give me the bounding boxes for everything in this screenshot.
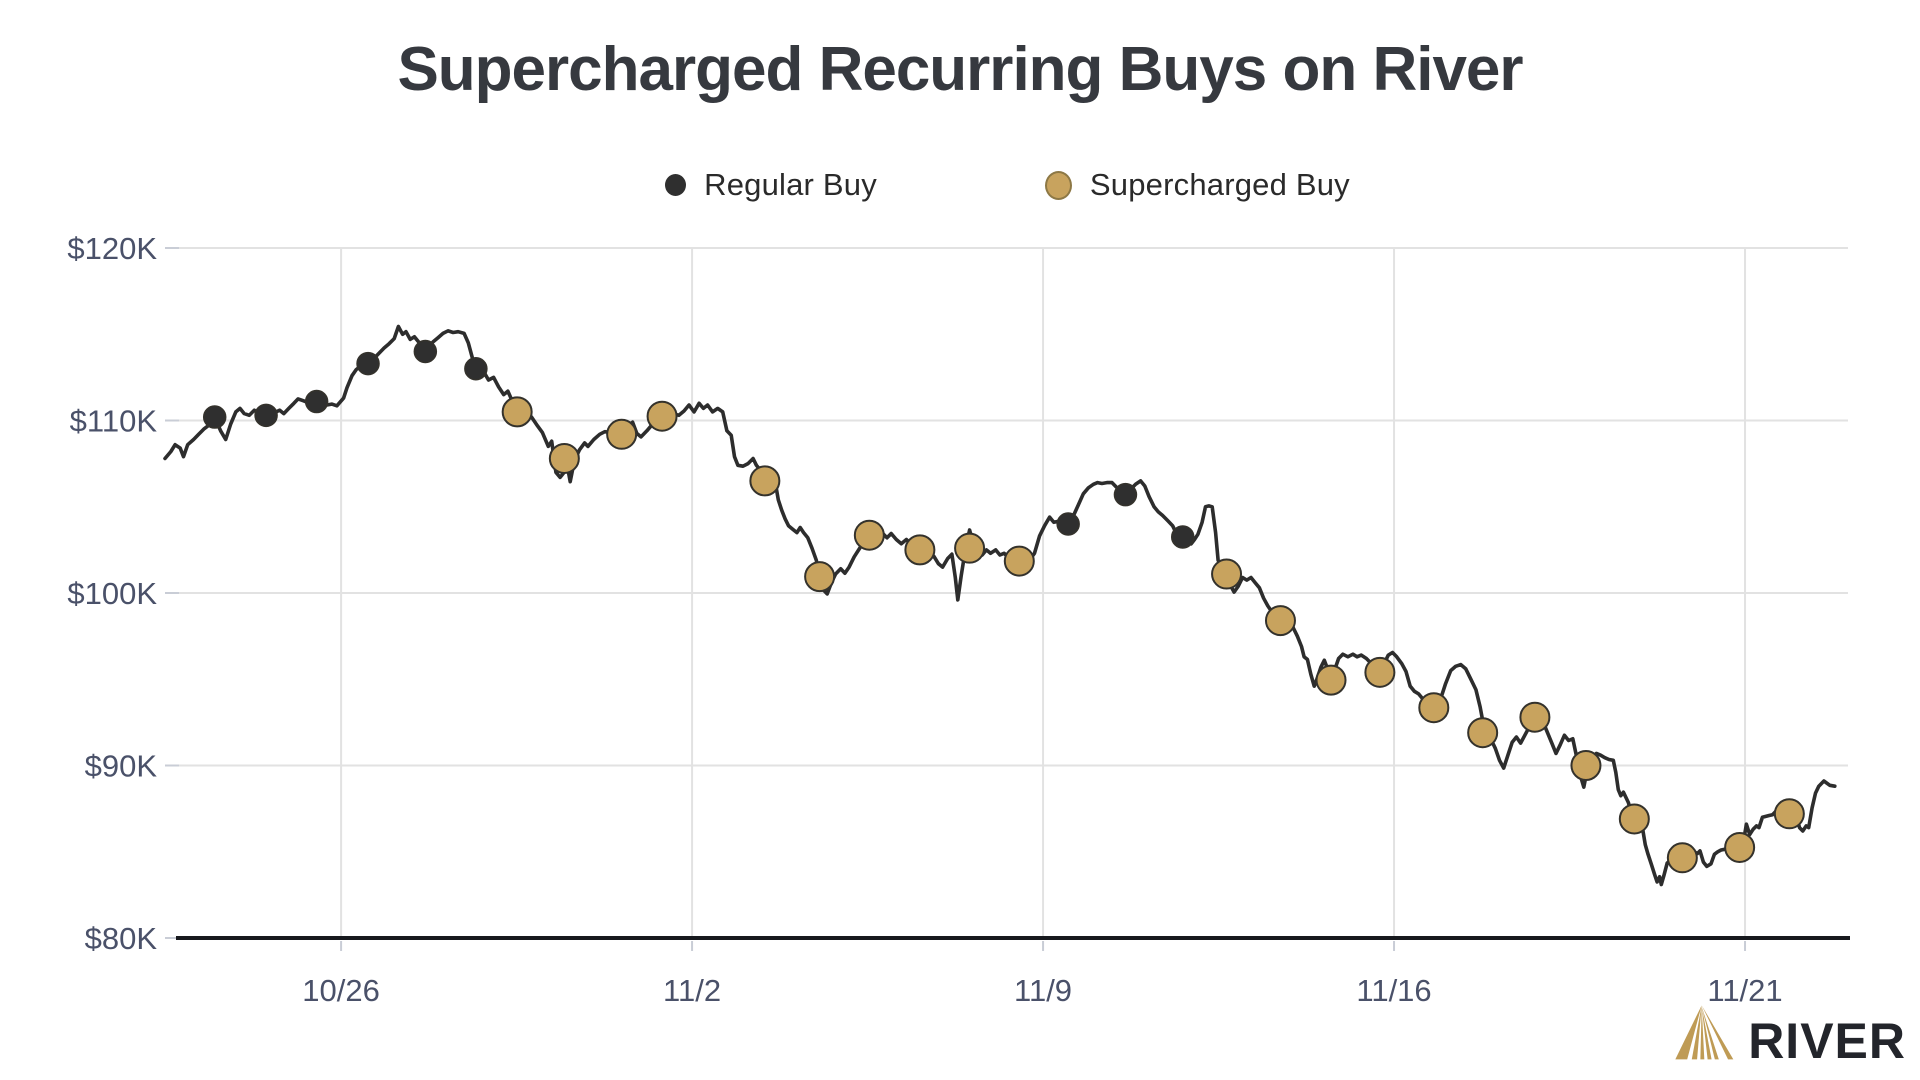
- x-tick-label: 11/2: [663, 973, 721, 1008]
- regular-buy-swatch-icon: [665, 174, 687, 196]
- legend-item-regular: Regular Buy: [665, 167, 877, 203]
- y-tick-label: $110K: [70, 404, 158, 439]
- regular-buy-marker: [1170, 525, 1195, 549]
- y-tick-label: $80K: [85, 921, 158, 956]
- supercharged-buy-marker: [1666, 842, 1698, 874]
- legend-regular-label: Regular Buy: [704, 167, 877, 202]
- chart-title: Supercharged Recurring Buys on River: [397, 35, 1523, 104]
- regular-buy-marker: [356, 351, 380, 376]
- legend-item-supercharged: Supercharged Buy: [1044, 167, 1350, 203]
- x-tick-label: 11/16: [1356, 973, 1431, 1008]
- supercharged-buy-marker: [804, 561, 836, 593]
- regular-buy-marker: [1056, 512, 1080, 536]
- supercharged-buy-marker: [904, 534, 936, 566]
- legend-supercharged-label: Supercharged Buy: [1089, 167, 1350, 202]
- regular-buy-marker: [413, 339, 438, 364]
- supercharged-buy-marker: [1264, 605, 1296, 637]
- supercharged-buy-marker: [1467, 717, 1499, 749]
- river-wordmark: RIVER: [1748, 1013, 1906, 1069]
- regular-buy-marker: [1113, 482, 1138, 507]
- supercharged-buy-marker: [646, 400, 678, 432]
- y-tick-label: $120K: [67, 231, 157, 266]
- supercharged-buy-marker: [1418, 692, 1450, 724]
- regular-buy-marker: [464, 357, 488, 381]
- legend: Regular Buy Supercharged Buy: [165, 160, 1850, 210]
- supercharged-buy-marker: [1211, 558, 1243, 590]
- regular-buy-marker: [254, 403, 278, 428]
- supercharged-buy-marker: [749, 465, 781, 497]
- supercharged-buy-marker: [853, 519, 885, 551]
- supercharged-buy-marker: [606, 418, 638, 450]
- supercharged-buy-marker: [1570, 750, 1602, 781]
- supercharged-buy-marker: [1773, 798, 1805, 830]
- regular-buy-marker: [304, 389, 329, 414]
- y-tick-label: $90K: [85, 749, 158, 784]
- x-tick-label: 11/9: [1014, 973, 1072, 1008]
- y-tick-label: $100K: [67, 576, 157, 611]
- supercharged-buy-marker: [1364, 656, 1396, 688]
- supercharged-buy-marker: [1724, 831, 1756, 863]
- supercharged-buy-swatch-icon: [1044, 170, 1072, 200]
- regular-buy-marker: [202, 405, 227, 429]
- supercharged-buy-marker: [548, 442, 580, 474]
- river-rays-icon: [1675, 1005, 1734, 1060]
- supercharged-buy-marker: [1618, 803, 1650, 835]
- x-tick-label: 10/26: [302, 973, 380, 1008]
- supercharged-buy-marker: [954, 532, 986, 564]
- supercharged-buy-marker: [1519, 701, 1551, 733]
- supercharged-buy-marker: [1003, 545, 1035, 577]
- x-tick-label: 11/21: [1707, 973, 1782, 1008]
- price-line: [163, 324, 1837, 887]
- river-logo: RIVER: [1670, 1000, 1906, 1069]
- supercharged-buy-marker: [1315, 664, 1347, 696]
- supercharged-buy-marker: [501, 396, 533, 428]
